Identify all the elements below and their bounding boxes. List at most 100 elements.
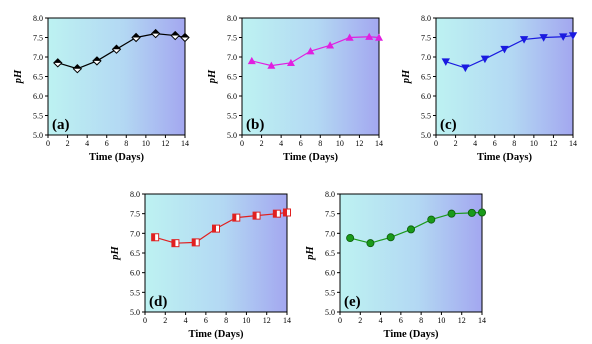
data-point (72, 63, 83, 74)
data-point (406, 225, 415, 234)
x-tick-label: 4 (85, 139, 89, 148)
x-tick-label: 2 (358, 316, 362, 325)
y-tick-label: 8.0 (227, 14, 237, 23)
x-tick-label: 14 (181, 139, 189, 148)
x-tick-label: 4 (473, 139, 477, 148)
data-point (559, 33, 568, 41)
data-point (326, 41, 335, 49)
x-tick-label: 12 (355, 139, 363, 148)
panel-label: (a) (52, 117, 70, 133)
y-axis-label: pH (207, 69, 218, 84)
chart-panel-a: 0 2 4 6 8 10 12 14 5.0 5.5 6.0 6.5 7.0 7.5 8.0 Time (Da… (13, 14, 190, 163)
x-axis-label: Time (Days) (189, 329, 244, 340)
x-tick-label: 14 (478, 316, 486, 325)
data-point (283, 208, 291, 217)
data-point (286, 58, 295, 67)
data-point (267, 61, 276, 69)
x-tick-label: 0 (434, 139, 438, 148)
panel-label: (c) (440, 117, 457, 133)
y-tick-label: 7.0 (130, 229, 140, 238)
x-tick-label: 10 (142, 139, 150, 148)
y-tick-label: 6.0 (33, 92, 43, 101)
x-tick-label: 0 (338, 316, 342, 325)
data-point (247, 56, 256, 65)
x-tick-label: 6 (493, 139, 497, 148)
x-tick-label: 8 (318, 139, 322, 148)
x-tick-label: 14 (569, 139, 577, 148)
data-point (151, 233, 160, 242)
y-tick-label: 5.5 (227, 112, 237, 121)
y-axis-label: pH (110, 245, 121, 260)
data-point (232, 213, 241, 222)
x-tick-label: 0 (143, 316, 147, 325)
plot-background (48, 18, 185, 135)
x-tick-label: 10 (437, 316, 445, 325)
y-tick-label: 6.0 (130, 269, 140, 278)
x-tick-label: 2 (163, 316, 167, 325)
data-point (500, 45, 509, 54)
x-tick-label: 8 (224, 316, 228, 325)
data-point (306, 47, 315, 55)
y-tick-label: 5.0 (421, 131, 431, 140)
x-tick-label: 8 (419, 316, 423, 325)
x-tick-label: 0 (46, 139, 50, 148)
data-point (375, 33, 383, 41)
data-point (180, 32, 190, 43)
data-point (427, 215, 436, 224)
y-tick-label: 6.5 (227, 73, 237, 82)
x-tick-label: 12 (161, 139, 169, 148)
data-point (272, 209, 281, 218)
y-tick-label: 6.5 (33, 73, 43, 82)
data-point (366, 239, 375, 248)
y-axis-label: pH (13, 69, 24, 84)
x-tick-label: 6 (399, 316, 403, 325)
plot-background (145, 194, 287, 312)
series-line (251, 36, 380, 67)
x-axis-label: Time (Days) (283, 152, 338, 163)
y-tick-label: 6.0 (227, 92, 237, 101)
data-point (447, 209, 456, 218)
y-tick-label: 6.5 (130, 249, 140, 258)
y-tick-label: 8.0 (33, 14, 43, 23)
x-tick-label: 12 (549, 139, 557, 148)
y-tick-label: 8.0 (130, 190, 140, 199)
x-tick-label: 8 (124, 139, 128, 148)
chart-panel-e: 0 2 4 6 8 10 12 14 5.0 5.5 6.0 6.5 7.0 7.5 8.0 Time (Da… (305, 190, 486, 340)
data-point (480, 55, 490, 64)
x-tick-label: 0 (240, 139, 244, 148)
panel-label: (b) (246, 117, 264, 133)
x-tick-label: 4 (279, 139, 283, 148)
y-tick-label: 7.5 (227, 34, 237, 43)
y-axis-label: pH (401, 69, 412, 84)
x-tick-label: 10 (242, 316, 250, 325)
y-tick-label: 5.0 (130, 308, 140, 317)
data-point (519, 36, 529, 44)
data-point (568, 32, 578, 40)
data-point (345, 33, 354, 41)
data-point (111, 44, 122, 54)
y-tick-label: 5.5 (421, 112, 431, 121)
y-tick-label: 7.0 (227, 53, 237, 62)
data-point (171, 239, 180, 248)
data-point (150, 28, 161, 39)
y-tick-label: 7.5 (33, 34, 43, 43)
x-tick-label: 6 (204, 316, 208, 325)
data-point (441, 58, 450, 66)
y-tick-label: 6.5 (421, 73, 431, 82)
x-axis-label: Time (Days) (384, 329, 439, 340)
data-point (53, 58, 63, 68)
y-tick-label: 7.5 (421, 34, 431, 43)
data-point (346, 234, 355, 243)
data-point (386, 233, 395, 242)
data-point (252, 211, 261, 220)
chart-panel-c: 0 2 4 6 8 10 12 14 5.0 5.5 6.0 6.5 7.0 7.5 8.0 Time (Da… (401, 14, 578, 163)
x-tick-label: 14 (375, 139, 383, 148)
y-tick-label: 7.5 (325, 210, 335, 219)
x-axis-label: Time (Days) (477, 152, 532, 163)
data-point (170, 30, 180, 41)
plot-background (340, 194, 482, 312)
x-tick-label: 6 (299, 139, 303, 148)
x-tick-label: 6 (105, 139, 109, 148)
y-tick-label: 7.5 (130, 210, 140, 219)
